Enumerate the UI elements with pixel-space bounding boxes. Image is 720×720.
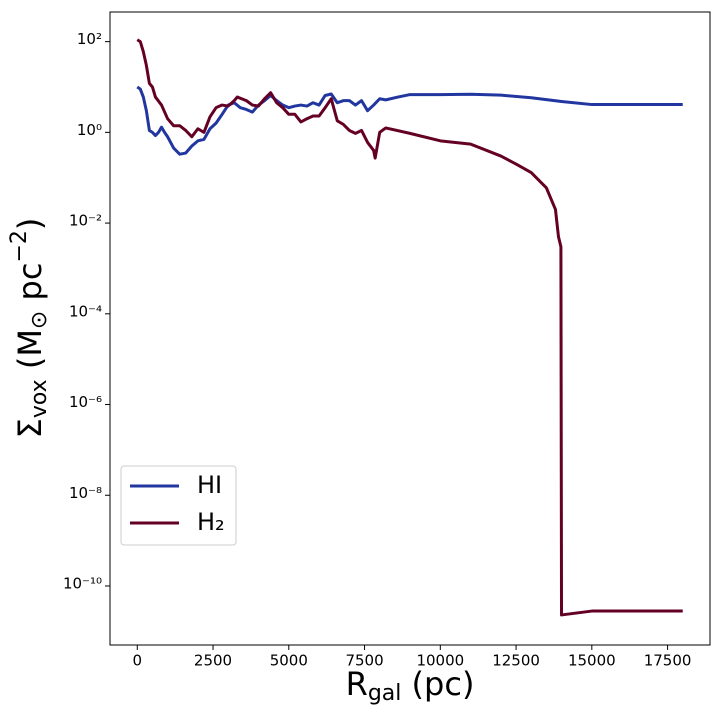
y-tick-label: 10⁻⁶ [69,393,102,411]
y-tick-label: 10⁰ [77,121,102,139]
x-tick-label: 2500 [194,652,232,670]
y-tick-label: 10² [77,30,102,48]
legend-label: HI [197,471,222,499]
x-tick-label: 12500 [492,652,540,670]
y-tick-label: 10⁻¹⁰ [63,574,102,592]
x-tick-label: 17500 [644,652,692,670]
series-line [136,85,683,156]
x-tick-label: 7500 [345,652,383,670]
series-line [136,38,683,617]
x-tick-label: 5000 [270,652,308,670]
legend: HI H₂ [120,465,237,546]
x-tick-label: 10000 [416,652,464,670]
y-tick-label: 10⁻⁴ [69,302,102,320]
x-tick-label: 15000 [568,652,616,670]
y-tick-label: 10⁻⁸ [69,484,102,502]
x-axis-label: Rgal (pc) [346,665,475,706]
plot-frame [109,11,711,646]
x-tick-label: 0 [132,652,142,670]
y-tick-label: 10⁻² [69,212,102,230]
y-axis-label: Σvox (M⊙ pc−2) [7,218,52,439]
legend-label: H₂ [197,508,225,536]
